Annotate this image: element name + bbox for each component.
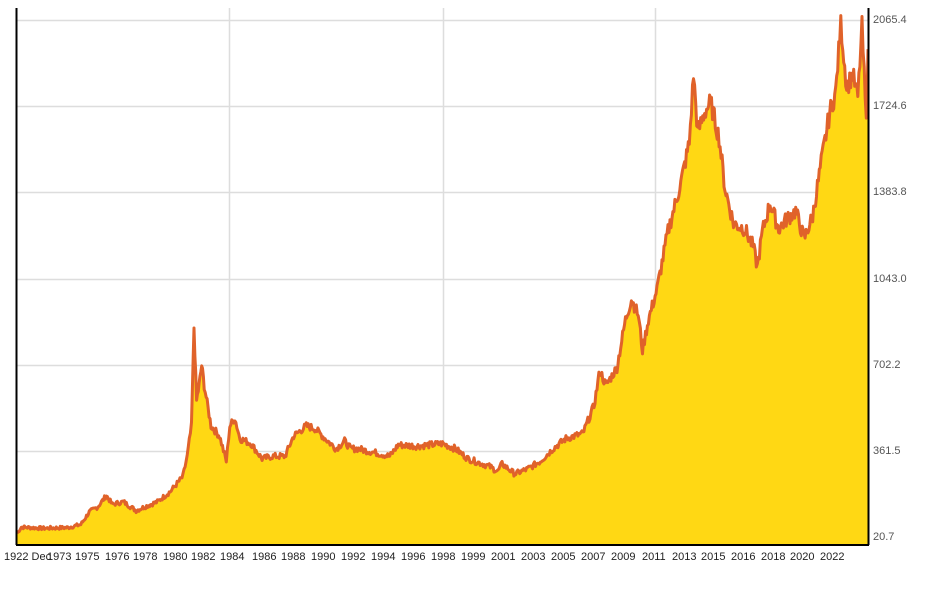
y-tick-label: 2065.4 <box>873 13 907 26</box>
x-tick-label: 1978 <box>133 551 158 563</box>
x-tick-label: 2003 <box>521 551 546 563</box>
x-tick-label: 2011 <box>642 551 666 563</box>
x-tick-label: 2015 <box>701 551 726 563</box>
x-tick-label: 1994 <box>371 551 396 563</box>
x-tick-label: 1922 Dec <box>4 551 52 563</box>
x-tick-label: 1988 <box>281 551 306 563</box>
x-tick-label: 1982 <box>191 551 216 563</box>
x-tick-label: 1998 <box>431 551 456 563</box>
x-tick-label: 1996 <box>401 551 426 563</box>
x-tick-label: 2018 <box>761 551 786 563</box>
x-tick-label: 2022 <box>820 551 845 563</box>
x-tick-label: 1999 <box>461 551 486 563</box>
y-tick-label: 1043.0 <box>873 272 907 285</box>
x-tick-label: 1986 <box>252 551 277 563</box>
x-tick-label: 2020 <box>790 551 815 563</box>
y-tick-label: 1383.8 <box>873 185 907 198</box>
x-tick-label: 2009 <box>611 551 636 563</box>
x-tick-label: 1973 <box>47 551 72 563</box>
x-tick-label: 1975 <box>75 551 100 563</box>
x-tick-label: 2013 <box>672 551 697 563</box>
x-tick-label: 2007 <box>581 551 606 563</box>
y-tick-label: 361.5 <box>873 444 901 457</box>
x-tick-label: 2016 <box>731 551 756 563</box>
x-tick-label: 2005 <box>551 551 576 563</box>
x-tick-label: 1990 <box>311 551 336 563</box>
x-tick-label: 1992 <box>341 551 366 563</box>
price-line <box>15 14 870 535</box>
x-tick-label: 1980 <box>163 551 188 563</box>
x-tick-label: 2001 <box>491 551 516 563</box>
x-tick-label: 1976 <box>105 551 130 563</box>
y-tick-label: 702.2 <box>873 358 901 371</box>
price-area-fill <box>17 15 868 546</box>
y-tick-label: 1724.6 <box>873 99 907 112</box>
x-tick-label: 1984 <box>220 551 245 563</box>
y-tick-label: 20.7 <box>873 530 895 543</box>
